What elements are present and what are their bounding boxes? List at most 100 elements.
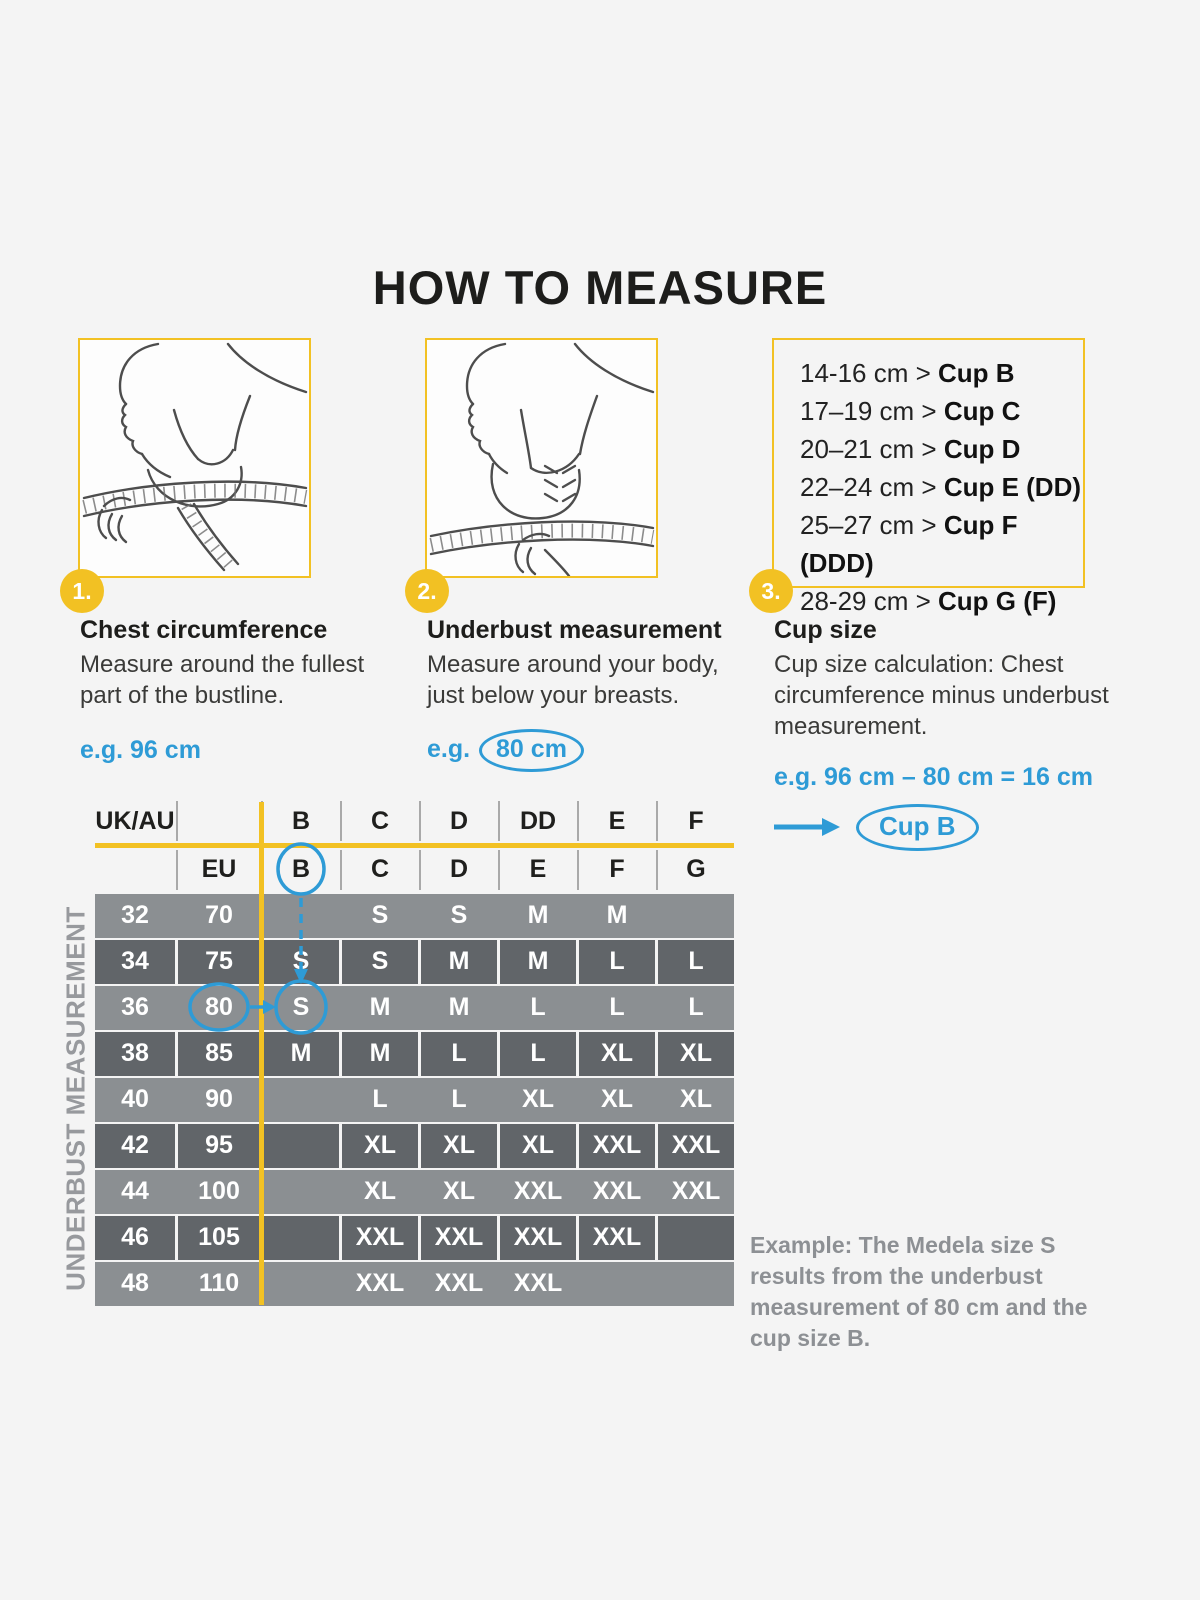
- table-cell: XL: [658, 1077, 734, 1122]
- cup-rule: 25–27 cm > Cup F (DDD): [800, 510, 1018, 578]
- table-header-cell: D: [419, 849, 497, 891]
- table-cell: XXL: [658, 1123, 734, 1168]
- table-cell: XXL: [500, 1261, 576, 1306]
- eg-value: 96 cm: [130, 735, 201, 764]
- table-cell: M: [500, 939, 576, 984]
- example-note: Example: The Medela size S results from …: [750, 1232, 1088, 1352]
- table-cell: 75: [178, 939, 260, 984]
- table-cell: XXL: [500, 1169, 576, 1214]
- table-header-eu-row: EU B C D E F G: [95, 849, 734, 891]
- table-cell: S: [342, 893, 418, 938]
- table-cell: 38: [95, 1031, 175, 1076]
- table-cell: 46: [95, 1215, 175, 1260]
- eg-value-circled: 80 cm: [479, 728, 584, 772]
- table-cell: S: [263, 939, 339, 984]
- table-cell: L: [421, 1031, 497, 1076]
- cup-rule: 20–21 cm > Cup D: [800, 434, 1021, 464]
- step-1-example: e.g. 96 cm: [80, 736, 410, 765]
- table-cell: 105: [178, 1215, 260, 1260]
- table-header-cell: C: [340, 849, 418, 891]
- table-cell: XL: [421, 1123, 497, 1168]
- table-cell: S: [342, 939, 418, 984]
- table-cell: L: [658, 985, 734, 1030]
- table-cell: 70: [178, 893, 260, 938]
- table-cell: XL: [658, 1031, 734, 1076]
- table-header-cell: [176, 800, 260, 842]
- step-1-heading: Chest circumference: [80, 616, 328, 644]
- table-cell: L: [658, 939, 734, 984]
- right-arrow-icon: [774, 818, 840, 837]
- step-2-example: e.g. 80 cm: [427, 728, 745, 772]
- cup-rules-list: 14-16 cm > Cup B 17–19 cm > Cup C 20–21 cm…: [774, 340, 1083, 620]
- table-cell: [658, 1261, 734, 1306]
- table-cell: L: [500, 985, 576, 1030]
- step-1-text: Chest circumference Measure around the f…: [80, 616, 410, 765]
- table-header-cell: F: [656, 800, 734, 842]
- table-header-cell: [95, 849, 175, 891]
- table-cell: S: [421, 893, 497, 938]
- table-header-cell: E: [577, 800, 655, 842]
- table-cell: 36: [95, 985, 175, 1030]
- table-cell: XL: [500, 1077, 576, 1122]
- table-cell: 95: [178, 1123, 260, 1168]
- step-3-badge: 3.: [749, 569, 793, 613]
- table-header-cell: C: [340, 800, 418, 842]
- table-cell: 34: [95, 939, 175, 984]
- table-cell: [263, 1077, 339, 1122]
- table-cell: 90: [178, 1077, 260, 1122]
- table-cell: 32: [95, 893, 175, 938]
- table-cell: S: [263, 985, 339, 1030]
- table-header-ukau-row: UK/AU B C D DD E F: [95, 800, 734, 842]
- step-2-badge: 2.: [405, 569, 449, 613]
- cup-result-value: Cup B: [856, 803, 979, 851]
- table-cell: [658, 1215, 734, 1260]
- table-cell: M: [421, 985, 497, 1030]
- cup-rule: 22–24 cm > Cup E (DD): [800, 472, 1082, 502]
- table-cell: XL: [421, 1169, 497, 1214]
- cup-result-row: Cup B: [774, 803, 1122, 851]
- table-cell: M: [263, 1031, 339, 1076]
- yellow-vertical-divider: [259, 802, 264, 1305]
- table-cell: 110: [178, 1261, 260, 1306]
- table-header-cell: D: [419, 800, 497, 842]
- table-cell: M: [342, 985, 418, 1030]
- table-cell: [263, 1215, 339, 1260]
- table-header-cell: B: [261, 849, 339, 891]
- table-cell: 80: [178, 985, 260, 1030]
- underbust-axis-label: UNDERBUST MEASUREMENT: [60, 906, 91, 1291]
- eg-prefix: e.g.: [80, 735, 124, 764]
- table-cell: XXL: [579, 1215, 655, 1260]
- table-cell: L: [579, 985, 655, 1030]
- chest-measure-illustration: [78, 338, 311, 578]
- table-cell: 85: [178, 1031, 260, 1076]
- table-cell: XXL: [658, 1169, 734, 1214]
- table-cell: M: [500, 893, 576, 938]
- step-2-body: Measure around your body, just below you…: [427, 651, 719, 709]
- step-1-badge: 1.: [60, 569, 104, 613]
- table-row: 40 90 L L XL XL XL: [95, 1077, 734, 1122]
- table-cell: XL: [500, 1123, 576, 1168]
- step-3-body: Cup size calculation: Chest circumferenc…: [774, 651, 1109, 740]
- table-cell: [263, 1261, 339, 1306]
- table-cell: XXL: [342, 1261, 418, 1306]
- step-1-body: Measure around the fullest part of the b…: [80, 651, 365, 709]
- table-body: 32 70 S S M M 34 75 S S M M L L 36 80 S M M L L L 38 85 M M L L XL XL…: [95, 893, 734, 1306]
- table-row: 46 105 XXL XXL XXL XXL: [95, 1215, 734, 1260]
- table-cell: L: [421, 1077, 497, 1122]
- table-cell: L: [579, 939, 655, 984]
- woman-chest-tape-drawing: [82, 342, 308, 572]
- table-row: 32 70 S S M M: [95, 893, 734, 938]
- step-3-text: Cup size Cup size calculation: Chest cir…: [774, 616, 1122, 851]
- table-cell: XXL: [500, 1215, 576, 1260]
- table-cell: XL: [579, 1031, 655, 1076]
- table-cell: XXL: [421, 1261, 497, 1306]
- cup-size-rules-box: 14-16 cm > Cup B 17–19 cm > Cup C 20–21 cm…: [772, 338, 1085, 616]
- yellow-horizontal-divider: [95, 843, 734, 848]
- step-3-heading: Cup size: [774, 616, 877, 644]
- table-cell: L: [342, 1077, 418, 1122]
- woman-underbust-tape-drawing: [429, 342, 655, 576]
- cup-rule: 14-16 cm > Cup B: [800, 358, 1015, 388]
- table-cell: L: [500, 1031, 576, 1076]
- table-header-cell: DD: [498, 800, 576, 842]
- table-cell: XXL: [579, 1123, 655, 1168]
